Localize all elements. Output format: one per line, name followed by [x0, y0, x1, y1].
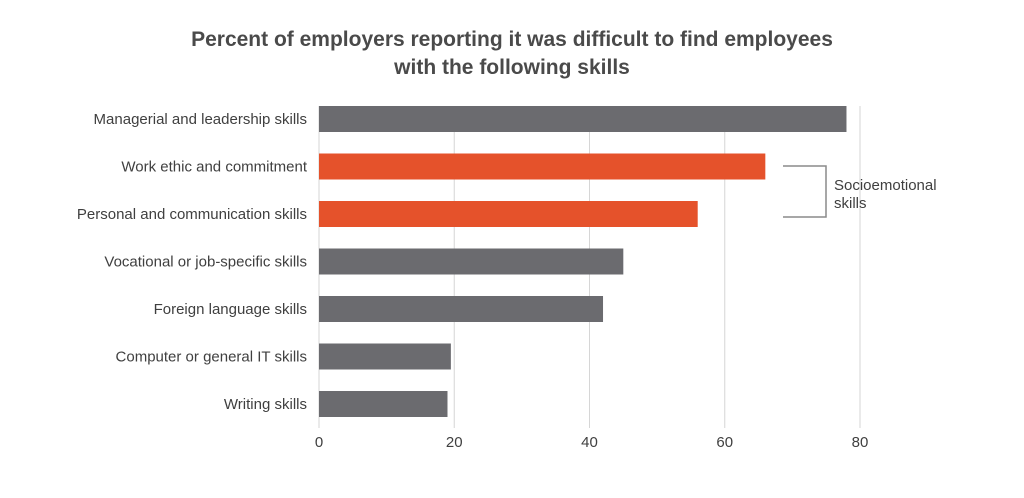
- bar-6: [319, 343, 451, 370]
- annotation-line-2: skills: [834, 195, 867, 212]
- x-tick-label-0: 0: [315, 434, 323, 451]
- chart-title-line-2: with the following skills: [394, 56, 630, 79]
- bar-1: [319, 106, 847, 132]
- category-label-7: Writing skills: [224, 396, 307, 413]
- category-label-6: Computer or general IT skills: [116, 349, 307, 366]
- x-tick-label-60: 60: [716, 434, 733, 451]
- category-label-4: Vocational or job-specific skills: [104, 254, 307, 271]
- chart-title-line-1: Percent of employers reporting it was di…: [191, 28, 833, 51]
- category-label-3: Personal and communication skills: [77, 206, 307, 223]
- category-label-2: Work ethic and commitment: [121, 159, 307, 176]
- bar-4: [319, 248, 624, 275]
- bar-7: [319, 391, 448, 417]
- category-label-5: Foreign language skills: [154, 301, 307, 318]
- x-tick-label-80: 80: [852, 434, 869, 451]
- category-label-1: Managerial and leadership skills: [94, 111, 307, 128]
- bar-2: [319, 153, 766, 180]
- chart-title: Percent of employers reporting it was di…: [0, 26, 1024, 82]
- bar-3: [319, 201, 698, 227]
- x-tick-label-40: 40: [581, 434, 598, 451]
- socioemotional-bracket: [783, 165, 827, 218]
- annotation-line-1: Socioemotional: [834, 177, 937, 194]
- bar-5: [319, 296, 604, 322]
- x-tick-label-20: 20: [446, 434, 463, 451]
